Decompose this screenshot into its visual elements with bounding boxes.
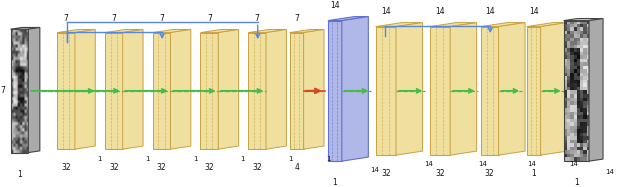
Polygon shape [289,30,324,33]
Polygon shape [429,27,450,155]
Polygon shape [105,30,143,33]
Text: 1: 1 [574,178,579,187]
Text: 7: 7 [159,14,164,23]
Polygon shape [499,23,525,155]
Text: 1: 1 [193,156,197,162]
Polygon shape [564,19,603,21]
Polygon shape [396,23,422,155]
Text: 1: 1 [332,178,337,187]
Polygon shape [266,30,287,149]
Text: 32: 32 [435,169,445,178]
Polygon shape [248,30,287,33]
Text: 14: 14 [529,7,538,16]
Polygon shape [342,17,369,161]
Polygon shape [527,23,567,27]
Polygon shape [28,27,40,153]
Text: 7: 7 [255,14,260,23]
Text: 14: 14 [569,161,578,167]
Text: 7: 7 [294,14,299,23]
Polygon shape [152,30,191,33]
Text: 7: 7 [63,14,68,23]
Polygon shape [105,33,123,149]
Polygon shape [152,33,170,149]
Text: 14: 14 [479,161,488,167]
Polygon shape [200,30,239,33]
Text: 32: 32 [252,163,262,172]
Polygon shape [527,27,541,155]
Text: 14: 14 [424,161,433,167]
Polygon shape [57,33,75,149]
Polygon shape [123,30,143,149]
Polygon shape [328,21,342,161]
Polygon shape [75,30,95,149]
Text: 14: 14 [330,1,340,10]
Polygon shape [200,33,218,149]
Text: 32: 32 [205,163,214,172]
Text: 7: 7 [207,14,212,23]
Polygon shape [328,17,369,21]
Polygon shape [450,23,477,155]
Text: 32: 32 [157,163,166,172]
Polygon shape [289,33,303,149]
Text: 1: 1 [145,156,150,162]
Text: 14: 14 [371,167,379,173]
Text: 32: 32 [485,169,495,178]
Polygon shape [10,27,40,29]
Text: 7: 7 [111,14,116,23]
Polygon shape [376,23,422,27]
Text: 1: 1 [17,170,22,179]
Text: 1: 1 [97,156,102,162]
Text: 7: 7 [1,86,5,95]
Text: 14: 14 [485,7,495,16]
Polygon shape [429,23,477,27]
Polygon shape [376,27,396,155]
Text: 1: 1 [326,156,330,162]
Polygon shape [57,30,95,33]
Text: 4: 4 [294,163,299,172]
Text: 14: 14 [605,169,614,175]
Text: 1: 1 [241,156,245,162]
Text: 32: 32 [61,163,71,172]
Polygon shape [218,30,239,149]
Polygon shape [481,23,525,27]
Text: 1: 1 [531,169,536,178]
Text: 1: 1 [288,156,293,162]
Polygon shape [303,30,324,149]
Text: 14: 14 [527,161,536,167]
Polygon shape [589,19,603,161]
Text: 14: 14 [435,7,445,16]
Polygon shape [248,33,266,149]
Text: 32: 32 [381,169,390,178]
Polygon shape [481,27,499,155]
Text: 32: 32 [109,163,118,172]
Polygon shape [541,23,567,155]
Polygon shape [170,30,191,149]
Text: 14: 14 [381,7,390,16]
